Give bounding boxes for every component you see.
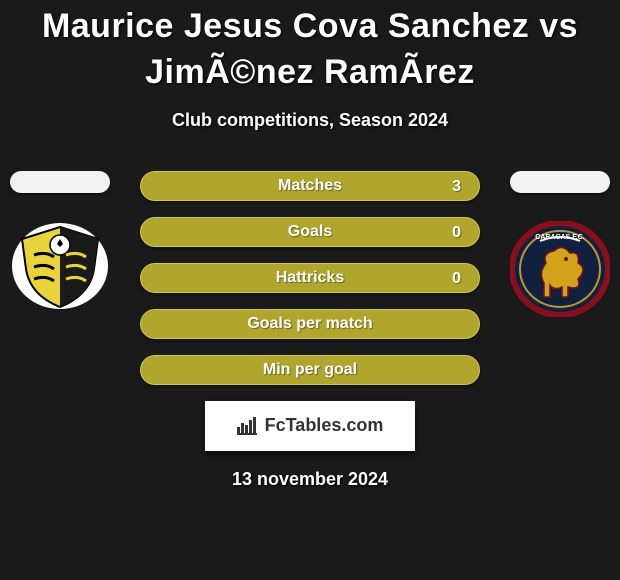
stat-pill: Matches 3: [140, 171, 480, 201]
stat-label: Goals per match: [247, 315, 372, 333]
stat-pill: Min per goal: [140, 355, 480, 385]
left-name-pill: [10, 171, 110, 193]
round-crest-icon: CARACAS F.C.: [510, 221, 610, 317]
stat-label: Matches: [278, 177, 342, 195]
comparison-card: Maurice Jesus Cova Sanchez vs JimÃ©nez R…: [0, 0, 620, 490]
bar-chart-icon: [237, 417, 259, 435]
stat-label: Hattricks: [276, 269, 344, 287]
svg-text:CARACAS F.C.: CARACAS F.C.: [535, 234, 584, 241]
stat-value-right: 0: [452, 218, 461, 248]
stat-pill: Goals 0: [140, 217, 480, 247]
stat-pill: Goals per match: [140, 309, 480, 339]
shield-crest-icon: [10, 221, 110, 311]
brand-box: FcTables.com: [205, 401, 415, 451]
page-title: Maurice Jesus Cova Sanchez vs JimÃ©nez R…: [0, 4, 620, 96]
subtitle: Club competitions, Season 2024: [0, 110, 620, 131]
left-club-crest: [10, 221, 110, 311]
stat-pill: Hattricks 0: [140, 263, 480, 293]
stat-value-right: 0: [452, 264, 461, 294]
stat-label: Min per goal: [263, 361, 357, 379]
content-area: CARACAS F.C. Matches3Goals0Hattricks0Goa…: [0, 171, 620, 490]
right-column: CARACAS F.C.: [500, 171, 620, 311]
left-column: [0, 171, 120, 311]
brand-text: FcTables.com: [265, 415, 384, 436]
stat-label: Goals: [288, 223, 332, 241]
right-club-crest: CARACAS F.C.: [510, 221, 610, 311]
date-line: 13 november 2024: [0, 469, 620, 490]
stat-value-right: 3: [452, 172, 461, 202]
right-name-pill: [510, 171, 610, 193]
stat-pills: Matches 3 Goals 0 Hattricks 0 Goals per match M…: [140, 171, 480, 385]
